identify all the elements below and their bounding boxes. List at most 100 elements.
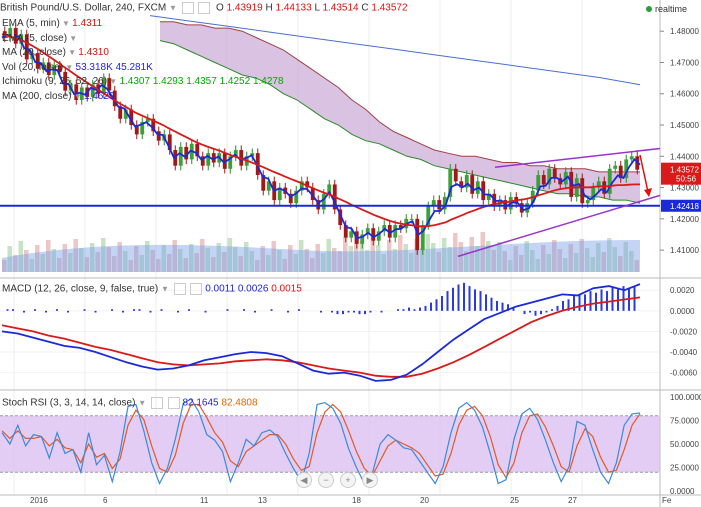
volume-bar [288, 245, 293, 272]
stoch-close-icon[interactable] [167, 397, 180, 409]
indicator-row[interactable]: Ichimoku (9, 26, 52, 26) ▼ 1.4307 1.4293… [2, 76, 284, 87]
candle-body [134, 125, 139, 135]
candle-body [629, 156, 634, 160]
ichimoku-cloud [160, 21, 640, 204]
settings-icon[interactable] [181, 2, 194, 14]
zoom-in-button[interactable]: + [340, 472, 356, 488]
volume-bar [585, 248, 590, 272]
candle-body [321, 193, 326, 210]
candle-body [409, 218, 414, 220]
candle-body [35, 53, 40, 69]
volume-bar [497, 242, 502, 272]
candle-body [327, 184, 332, 194]
indicator-label: MA (20, close) [2, 47, 66, 58]
indicator-menu-icon[interactable]: ▼ [67, 33, 78, 43]
time-axis-label: Fe [662, 496, 672, 505]
candle-body [448, 168, 453, 197]
candle-body [167, 134, 172, 151]
ichimoku-span-a [159, 40, 641, 204]
candle-body [624, 159, 629, 179]
volume-bar [172, 240, 177, 272]
volume-bar [315, 244, 320, 272]
volume-bar [145, 241, 150, 272]
candle-body [376, 231, 381, 241]
price-tick-label: 1.44000 [670, 152, 699, 161]
stoch-settings-icon[interactable] [150, 397, 163, 409]
candle-body [107, 78, 112, 91]
macd-header: MACD (12, 26, close, 9, false, true) ▼ 0… [2, 283, 302, 295]
indicator-menu-icon[interactable]: ▼ [65, 48, 79, 57]
scroll-left-button[interactable]: ◀ [296, 472, 312, 488]
volume-bar [117, 242, 122, 272]
symbol-title: British Pound/U.S. Dollar, 240, FXCM [0, 2, 167, 14]
candle-body [349, 231, 354, 238]
candle-body [178, 146, 183, 166]
scroll-right-button[interactable]: ▶ [362, 472, 378, 488]
volume-bar [508, 260, 513, 272]
indicator-menu-icon[interactable]: ▼ [63, 62, 76, 72]
candle-body [145, 118, 150, 122]
volume-bar [249, 251, 254, 272]
volume-bar [57, 258, 62, 272]
volume-bar [24, 250, 29, 272]
indicator-row[interactable]: EMA (5, min) ▼ 1.4311 [2, 18, 102, 29]
volume-bar [161, 245, 166, 272]
macd-close-icon[interactable] [190, 283, 203, 295]
volume-bar [546, 254, 551, 272]
macd-tick-label: -0.0020 [670, 327, 698, 336]
indicator-value: 1.4629 [83, 90, 115, 102]
volume-bar [414, 239, 419, 272]
volume-bar [568, 244, 573, 272]
stoch-header: Stoch RSI (3, 3, 14, 14, close) ▼ 82.164… [2, 397, 258, 409]
indicator-row[interactable]: Vol (20, false) ▼ 53.318K 45.281K [2, 62, 153, 73]
indicator-row[interactable]: EMA (5, close) ▼ [2, 33, 77, 44]
volume-bar [541, 245, 546, 272]
indicator-menu-icon[interactable]: ▼ [107, 77, 120, 86]
volume-bar [370, 236, 375, 272]
compare-icon[interactable] [198, 2, 211, 14]
stoch-k-line [1, 398, 641, 485]
candle-body [558, 178, 563, 185]
candle-body [547, 168, 552, 185]
price-tick-label: 1.45000 [670, 121, 699, 130]
candle-body [426, 206, 431, 226]
indicator-value: 1.4307 [119, 76, 153, 87]
stoch-tick-label: 50.0000 [670, 440, 699, 449]
candle-body [129, 109, 134, 126]
candle-body [365, 228, 370, 235]
candle-body [591, 187, 596, 201]
volume-bar [189, 244, 194, 272]
candle-body [310, 187, 315, 201]
volume-bar [227, 238, 232, 272]
indicator-label: Vol (20, false) [2, 61, 64, 73]
trend-line-upper [494, 147, 661, 168]
volume-bar [574, 253, 579, 272]
volume-bar [112, 256, 117, 272]
volume-bar [282, 259, 287, 272]
volume-bar [304, 249, 309, 272]
volume-bar [194, 253, 199, 272]
candle-body [453, 168, 458, 182]
indicator-value: 53.318K [75, 61, 116, 73]
candle-body [596, 181, 601, 188]
indicator-menu-icon[interactable]: ▼ [71, 91, 84, 101]
zoom-out-button[interactable]: − [318, 472, 334, 488]
volume-bar [475, 246, 480, 272]
indicator-row[interactable]: MA (20, close) ▼ 1.4310 [2, 47, 109, 58]
macd-tick-label: -0.0060 [670, 369, 698, 378]
realtime-indicator: realtime [645, 4, 687, 14]
candle-body [63, 71, 68, 91]
volume-bar [579, 239, 584, 272]
time-axis-label: 27 [568, 496, 577, 505]
macd-settings-icon[interactable] [173, 283, 186, 295]
indicator-menu-icon[interactable]: ▼ [59, 19, 73, 28]
indicator-row[interactable]: MA (200, close) ▼ 1.4629 [2, 91, 114, 102]
indicator-label: EMA (5, close) [2, 32, 68, 44]
candle-body [90, 84, 95, 97]
volume-bar [403, 244, 408, 272]
volume-bar [293, 254, 298, 272]
volume-bar [150, 250, 155, 272]
volume-bar [13, 255, 18, 272]
volume-bar [266, 255, 271, 272]
